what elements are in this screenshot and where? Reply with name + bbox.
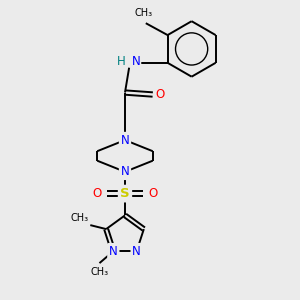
Text: N: N: [121, 134, 129, 147]
Text: N: N: [132, 245, 141, 258]
Text: CH₃: CH₃: [90, 267, 109, 277]
Text: S: S: [120, 187, 130, 200]
Text: CH₃: CH₃: [135, 8, 153, 18]
Text: N: N: [121, 165, 129, 178]
Text: N: N: [109, 245, 118, 258]
Text: N: N: [132, 55, 141, 68]
Text: H: H: [117, 55, 126, 68]
Text: O: O: [155, 88, 164, 101]
Text: O: O: [93, 187, 102, 200]
Text: CH₃: CH₃: [70, 213, 88, 223]
Text: O: O: [148, 187, 158, 200]
